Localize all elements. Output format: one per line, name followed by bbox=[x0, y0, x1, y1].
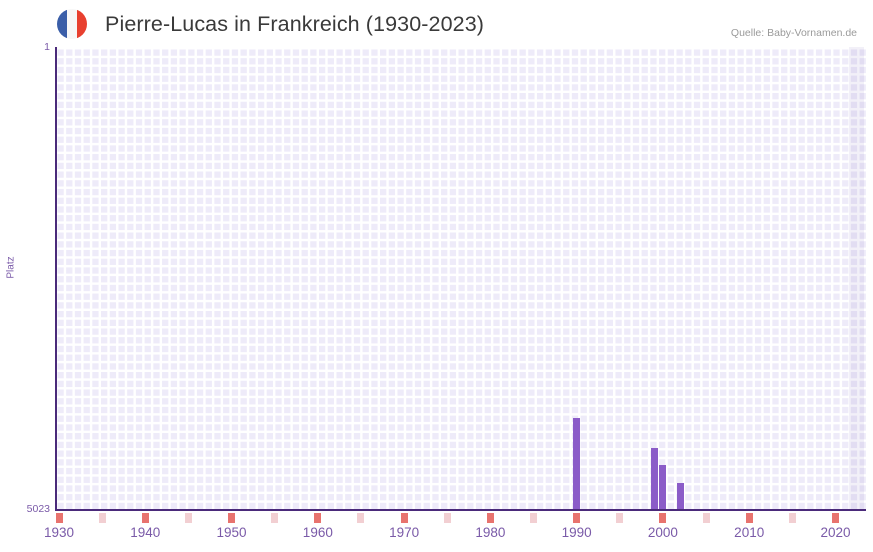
x-axis-tick-label: 1950 bbox=[216, 525, 247, 540]
bar bbox=[676, 482, 684, 509]
x-tick-mark-major bbox=[314, 513, 322, 523]
x-axis-tick-label: 1970 bbox=[389, 525, 420, 540]
x-axis-tick-label: 2020 bbox=[820, 525, 851, 540]
grid-lines bbox=[55, 47, 866, 511]
france-flag-icon bbox=[57, 9, 87, 39]
x-tick-mark-major bbox=[745, 513, 753, 523]
bar bbox=[659, 464, 667, 509]
x-tick-mark-major bbox=[228, 513, 236, 523]
x-tick-mark-major bbox=[55, 513, 63, 523]
x-tick-mark-minor bbox=[271, 513, 279, 523]
y-axis-tick-bottom: 5023 bbox=[26, 503, 50, 515]
x-axis-tick-label: 2010 bbox=[734, 525, 765, 540]
shaded-region bbox=[848, 47, 865, 511]
x-axis-tick-label: 2000 bbox=[647, 525, 678, 540]
x-axis-tick-label: 1930 bbox=[43, 525, 75, 540]
x-tick-mark-major bbox=[486, 513, 494, 523]
x-tick-mark-minor bbox=[530, 513, 538, 523]
x-tick-mark-major bbox=[400, 513, 408, 523]
page-title: Pierre-Lucas in Frankreich (1930-2023) bbox=[105, 12, 485, 36]
bar bbox=[650, 447, 658, 509]
y-axis-tick-top: 1 bbox=[44, 41, 50, 53]
plot-area bbox=[55, 47, 866, 511]
y-axis-title: Platz bbox=[5, 256, 17, 279]
source-attribution: Quelle: Baby-Vornamen.de bbox=[730, 27, 857, 39]
x-axis-line bbox=[55, 509, 866, 511]
chart-header: Pierre-Lucas in Frankreich (1930-2023) Q… bbox=[0, 0, 873, 47]
x-tick-mark-major bbox=[141, 513, 149, 523]
x-axis-tick-label: 1940 bbox=[130, 525, 161, 540]
x-tick-mark-minor bbox=[702, 513, 710, 523]
x-axis-tick-label: 1980 bbox=[475, 525, 506, 540]
x-tick-mark-minor bbox=[184, 513, 192, 523]
x-tick-mark-minor bbox=[788, 513, 796, 523]
x-tick-mark-minor bbox=[357, 513, 365, 523]
x-axis-tick-label: 1960 bbox=[302, 525, 333, 540]
x-tick-mark-minor bbox=[98, 513, 106, 523]
y-axis-line bbox=[55, 47, 57, 511]
x-tick-mark-major bbox=[659, 513, 667, 523]
bar bbox=[573, 417, 581, 509]
x-tick-mark-major bbox=[831, 513, 839, 523]
x-axis-tick-label: 1990 bbox=[561, 525, 592, 540]
x-tick-mark-minor bbox=[443, 513, 451, 523]
x-tick-mark-major bbox=[573, 513, 581, 523]
x-tick-mark-minor bbox=[616, 513, 624, 523]
